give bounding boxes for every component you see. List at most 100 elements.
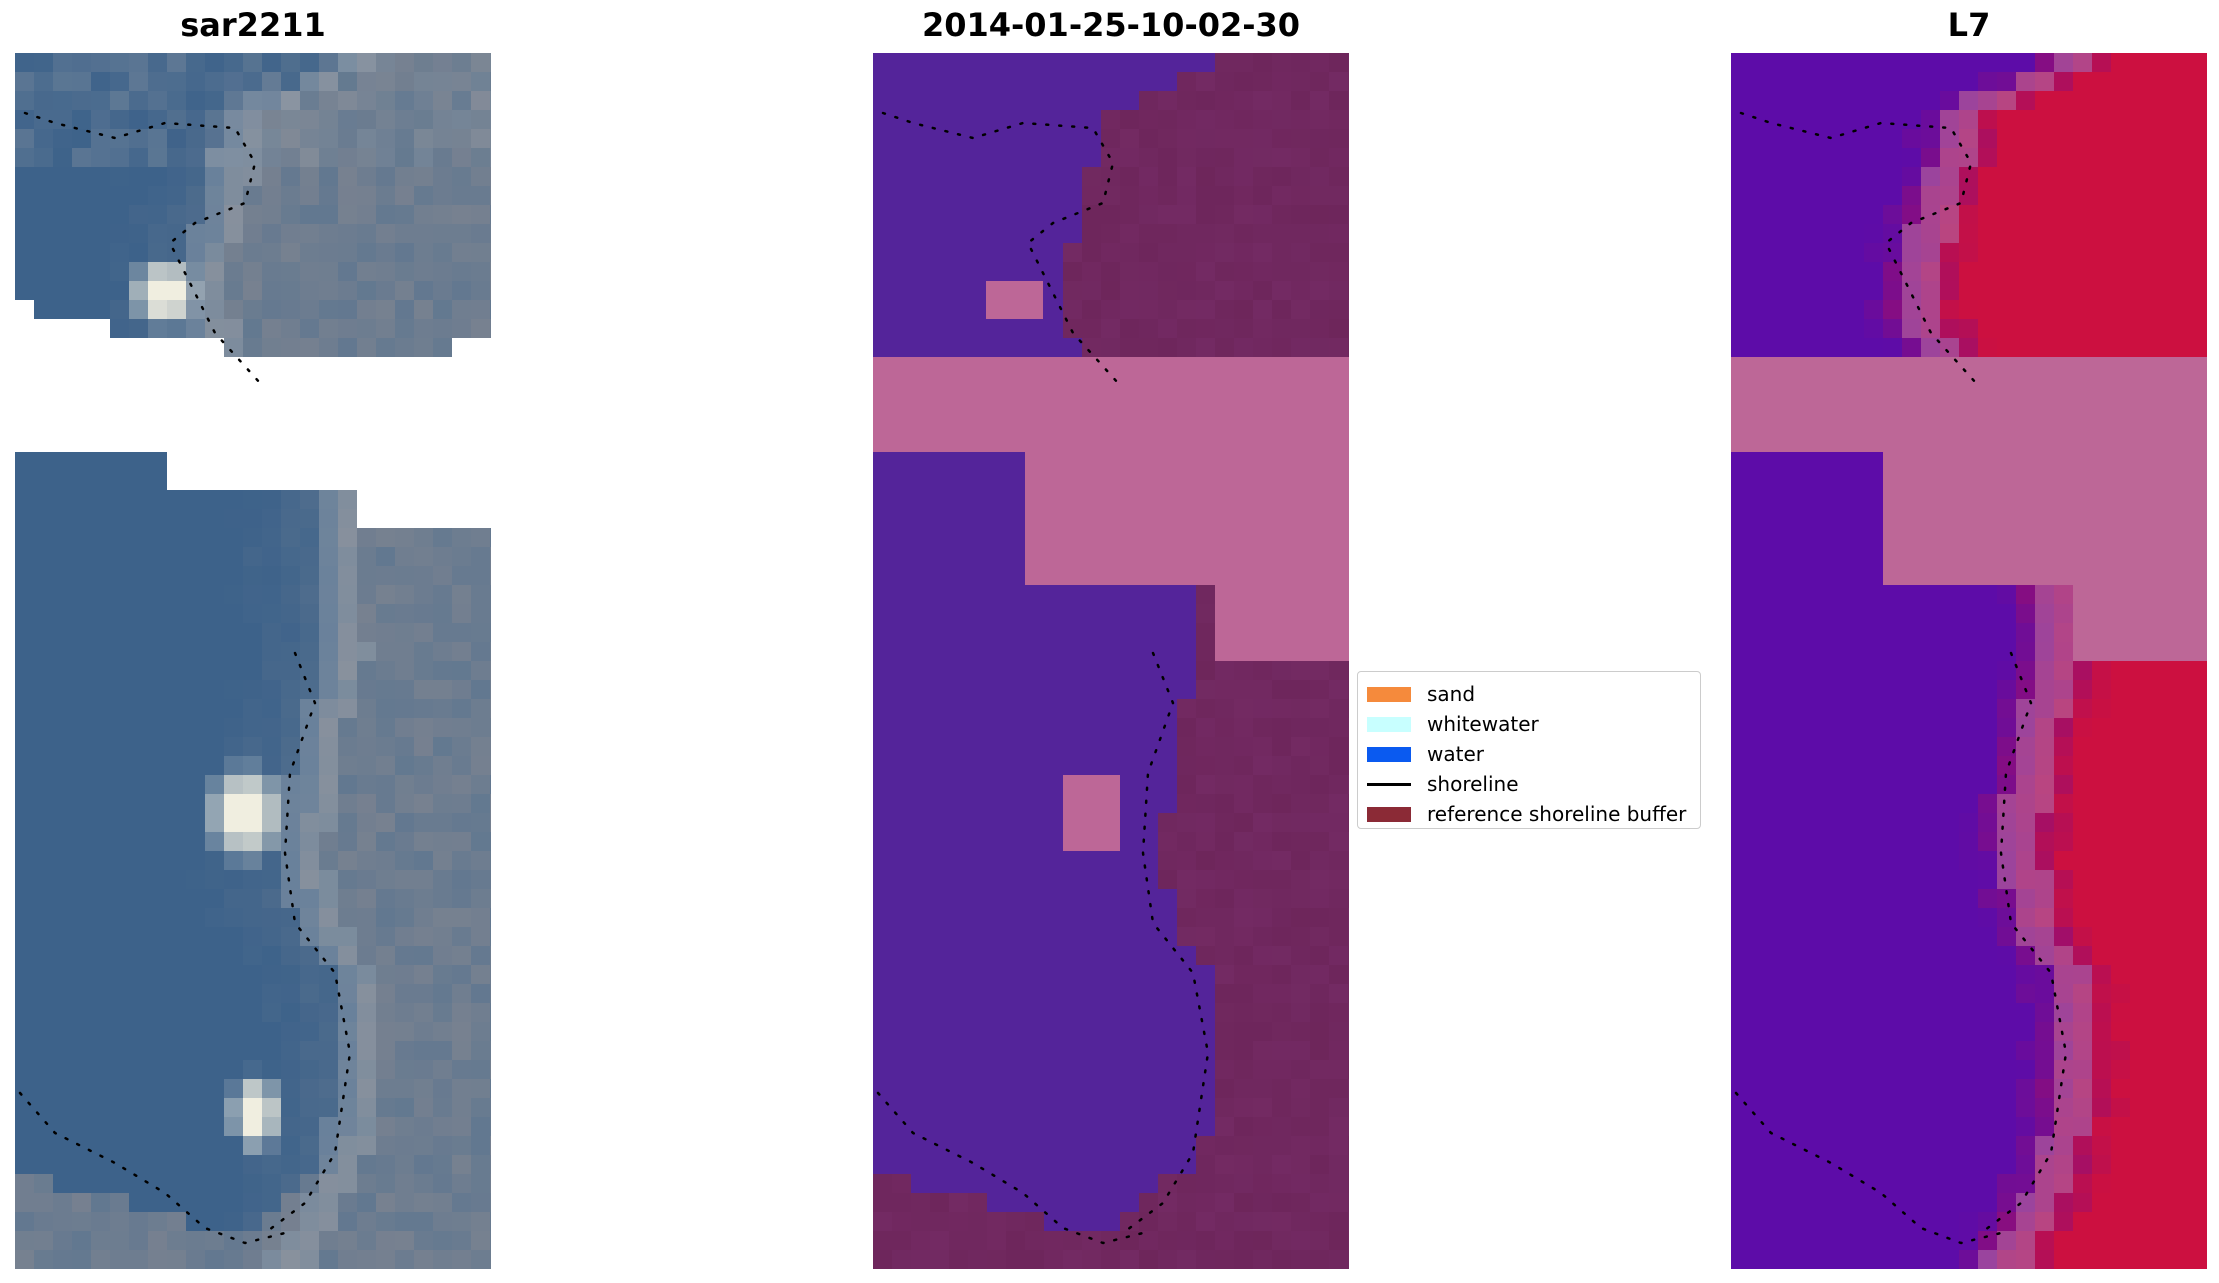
index-pixel <box>2130 110 2149 129</box>
rgb-pixel <box>224 623 243 642</box>
class-pixel <box>1215 1060 1234 1079</box>
class-pixel <box>873 813 892 832</box>
rgb-pixel <box>72 148 91 167</box>
index-pixel <box>2206 699 2207 718</box>
class-pixel <box>1272 205 1291 224</box>
index-pixel <box>2016 1212 2035 1231</box>
rgb-pixel <box>110 1136 129 1155</box>
rgb-pixel <box>452 129 471 148</box>
class-pixel <box>873 1136 892 1155</box>
class-pixel <box>1044 186 1063 205</box>
rgb-pixel <box>148 642 167 661</box>
rgb-pixel <box>395 1231 414 1250</box>
rgb-pixel <box>224 1117 243 1136</box>
class-pixel <box>1215 1174 1234 1193</box>
index-pixel <box>2149 680 2168 699</box>
rgb-pixel <box>243 319 262 338</box>
rgb-pixel <box>376 927 395 946</box>
rgb-pixel <box>452 53 471 72</box>
rgb-pixel <box>34 1193 53 1212</box>
class-pixel <box>1310 414 1329 433</box>
rgb-pixel <box>15 471 34 490</box>
class-pixel <box>987 53 1006 72</box>
index-pixel <box>1788 205 1807 224</box>
rgb-pixel <box>395 851 414 870</box>
rgb-pixel <box>357 794 376 813</box>
rgb-pixel <box>357 737 376 756</box>
rgb-pixel <box>91 281 110 300</box>
class-pixel <box>1348 319 1349 338</box>
index-pixel <box>2054 699 2073 718</box>
class-pixel <box>987 91 1006 110</box>
class-pixel <box>1101 756 1120 775</box>
index-pixel <box>1902 547 1921 566</box>
rgb-pixel <box>15 927 34 946</box>
rgb-pixel <box>490 262 491 281</box>
index-pixel <box>1731 1231 1750 1250</box>
class-pixel <box>1006 528 1025 547</box>
rgb-pixel <box>224 756 243 775</box>
rgb-pixel <box>300 528 319 547</box>
rgb-pixel <box>490 604 491 623</box>
index-pixel <box>1864 1117 1883 1136</box>
rgb-pixel <box>490 661 491 680</box>
class-pixel <box>1234 832 1253 851</box>
class-pixel <box>1139 300 1158 319</box>
index-pixel <box>1864 1193 1883 1212</box>
rgb-pixel <box>53 984 72 1003</box>
rgb-pixel <box>91 167 110 186</box>
rgb-pixel <box>471 1231 490 1250</box>
rgb-pixel <box>91 129 110 148</box>
rgb-pixel <box>262 718 281 737</box>
class-pixel <box>968 832 987 851</box>
index-pixel <box>1845 110 1864 129</box>
index-pixel <box>2130 357 2149 376</box>
rgb-pixel <box>452 756 471 775</box>
rgb-pixel <box>452 167 471 186</box>
class-pixel <box>1063 965 1082 984</box>
index-pixel <box>2016 129 2035 148</box>
index-pixel <box>2016 965 2035 984</box>
index-pixel <box>1788 72 1807 91</box>
class-pixel <box>1177 832 1196 851</box>
rgb-pixel <box>262 813 281 832</box>
index-pixel <box>1959 680 1978 699</box>
class-pixel <box>1272 908 1291 927</box>
rgb-pixel <box>262 490 281 509</box>
class-pixel <box>1139 661 1158 680</box>
rgb-pixel <box>471 642 490 661</box>
index-pixel <box>1769 1003 1788 1022</box>
rgb-pixel <box>167 167 186 186</box>
class-pixel <box>1177 414 1196 433</box>
rgb-pixel <box>243 984 262 1003</box>
index-pixel <box>2073 984 2092 1003</box>
rgb-pixel <box>186 1174 205 1193</box>
rgb-pixel <box>262 509 281 528</box>
rgb-pixel <box>414 908 433 927</box>
index-pixel <box>2149 452 2168 471</box>
rgb-pixel <box>243 813 262 832</box>
rgb-pixel <box>490 186 491 205</box>
index-pixel <box>1845 148 1864 167</box>
class-pixel <box>1082 509 1101 528</box>
rgb-pixel <box>376 205 395 224</box>
index-pixel <box>1959 1250 1978 1269</box>
class-pixel <box>873 832 892 851</box>
class-pixel <box>987 1022 1006 1041</box>
index-pixel <box>1750 129 1769 148</box>
class-pixel <box>1006 1250 1025 1269</box>
index-pixel <box>1978 1003 1997 1022</box>
class-pixel <box>1310 699 1329 718</box>
class-pixel <box>1272 395 1291 414</box>
rgb-pixel <box>243 1079 262 1098</box>
class-pixel <box>911 395 930 414</box>
rgb-pixel <box>414 813 433 832</box>
class-pixel <box>1329 737 1348 756</box>
index-pixel <box>2187 1250 2206 1269</box>
class-pixel <box>1196 927 1215 946</box>
class-pixel <box>930 490 949 509</box>
index-pixel <box>2187 1041 2206 1060</box>
rgb-pixel <box>34 908 53 927</box>
index-pixel <box>2149 205 2168 224</box>
index-pixel <box>1997 72 2016 91</box>
